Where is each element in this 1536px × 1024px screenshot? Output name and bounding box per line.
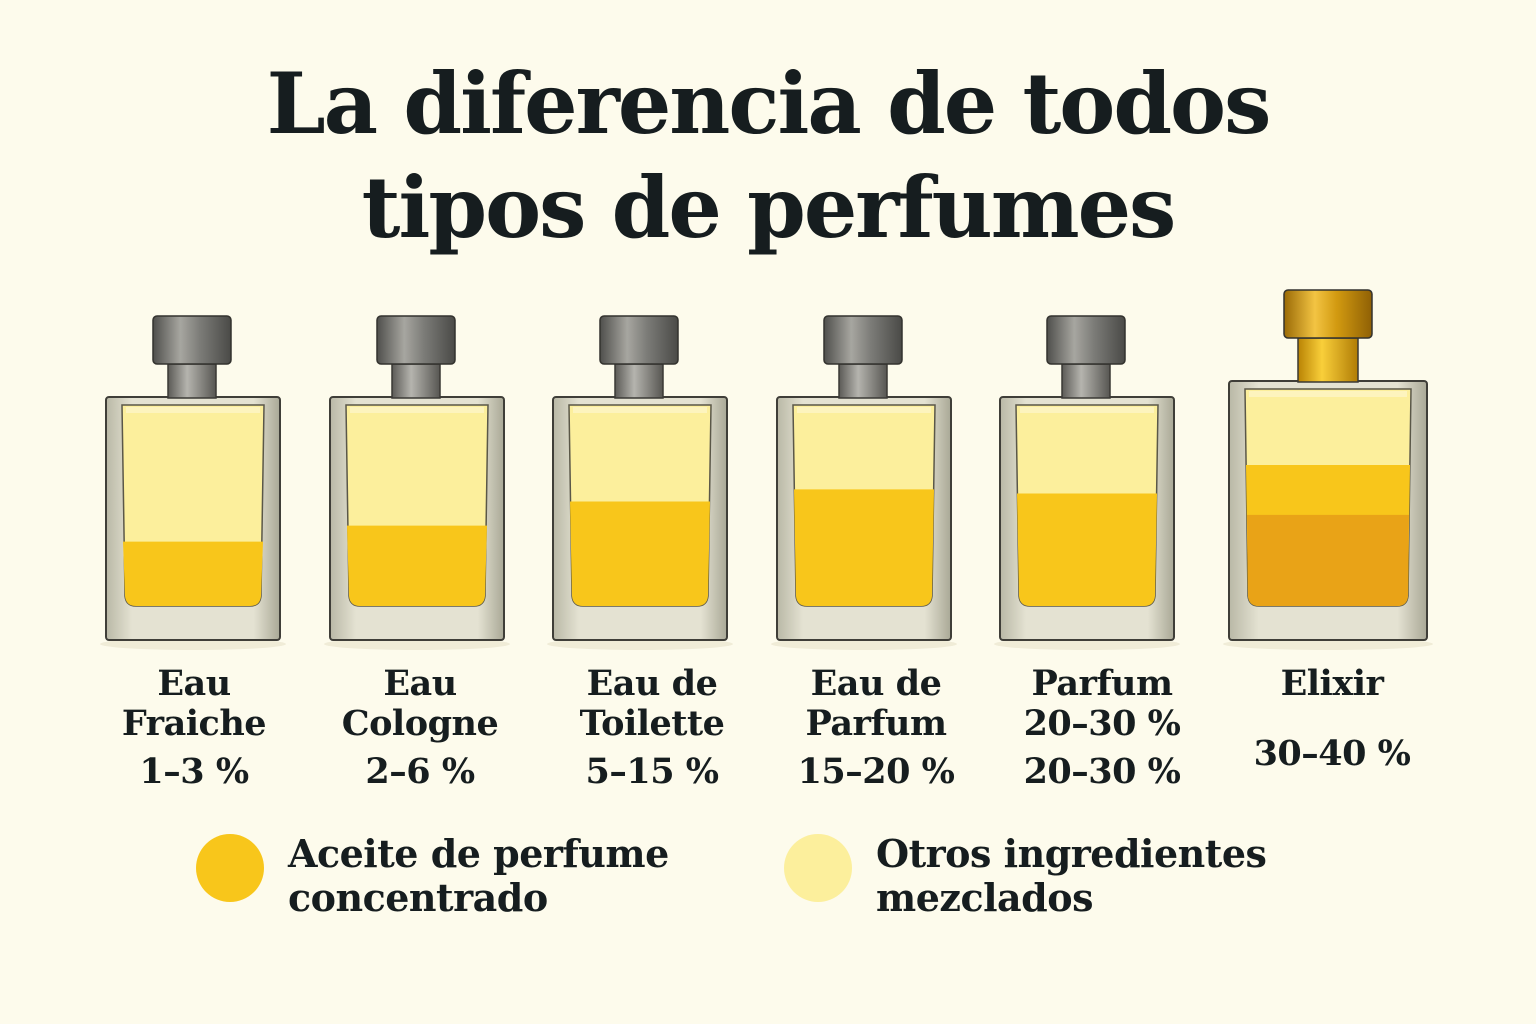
glass-highlight xyxy=(573,407,707,413)
bottle-label-6: Elixir 30–40 % xyxy=(1212,664,1452,774)
bottle-cap xyxy=(599,315,679,365)
legend-label-concentrated: Aceite de perfume concentrado xyxy=(288,831,669,920)
bottle-name-line: Parfum xyxy=(1031,663,1173,704)
title-line-2: tipos de perfumes xyxy=(361,158,1177,257)
bottle-name-line: Parfum xyxy=(805,703,947,744)
bottle-name-line: Elixir xyxy=(1280,663,1384,704)
bottle-name-line: Toilette xyxy=(579,703,725,744)
bottle-label-1: Eau Fraiche 1–3 % xyxy=(74,664,314,792)
legend-label-other: Otros ingredientes mezclados xyxy=(876,831,1267,920)
page-title: La diferencia de todos tipos de perfumes xyxy=(0,52,1536,260)
liquid-deep xyxy=(1247,514,1409,606)
glass-highlight xyxy=(1249,391,1407,397)
bottle-percentage: 20–30 % xyxy=(1023,751,1181,792)
legend-swatch-other xyxy=(784,834,852,902)
bottle-neck xyxy=(1061,363,1111,399)
bottle-3 xyxy=(547,315,733,650)
bottle-4 xyxy=(771,315,957,650)
bottle-label-4: Eau de Parfum 15–20 % xyxy=(756,664,996,792)
bottle-cap xyxy=(1046,315,1126,365)
bottle-name-line: Cologne xyxy=(341,703,499,744)
liquid-concentrated xyxy=(1017,493,1157,606)
bottle-2 xyxy=(324,315,510,650)
bottle-percentage: 2–6 % xyxy=(365,751,475,792)
glass-highlight xyxy=(126,407,260,413)
glass-highlight xyxy=(797,407,931,413)
bottle-name-line: 20–30 % xyxy=(1023,703,1181,744)
bottle-5 xyxy=(994,315,1180,650)
bottle-neck xyxy=(1297,337,1359,383)
title-line-1: La diferencia de todos xyxy=(266,54,1272,153)
bottle-1 xyxy=(100,315,286,650)
bottle-name-line: Eau xyxy=(157,663,231,704)
bottle-percentage: 30–40 % xyxy=(1253,733,1411,774)
bottle-percentage: 5–15 % xyxy=(585,751,719,792)
bottle-neck xyxy=(391,363,441,399)
glass-highlight xyxy=(1020,407,1154,413)
liquid-concentrated xyxy=(123,541,263,606)
legend-swatch-concentrated xyxy=(196,834,264,902)
bottle-6 xyxy=(1223,289,1433,650)
bottle-neck xyxy=(614,363,664,399)
glass-highlight xyxy=(350,407,484,413)
liquid-concentrated xyxy=(794,489,934,606)
bottle-name-line: Eau de xyxy=(810,663,942,704)
bottle-neck xyxy=(838,363,888,399)
bottle-cap xyxy=(376,315,456,365)
bottle-label-3: Eau de Toilette 5–15 % xyxy=(532,664,772,792)
bottle-name-line: Eau de xyxy=(586,663,718,704)
bottle-label-2: Eau Cologne 2–6 % xyxy=(300,664,540,792)
bottle-percentage: 15–20 % xyxy=(797,751,955,792)
bottle-name-line: Eau xyxy=(383,663,457,704)
bottle-neck xyxy=(167,363,217,399)
bottle-cap xyxy=(152,315,232,365)
bottle-label-5: Parfum 20–30 % 20–30 % xyxy=(982,664,1222,792)
bottle-percentage: 1–3 % xyxy=(139,751,249,792)
liquid-concentrated xyxy=(347,525,487,606)
liquid-concentrated xyxy=(570,501,710,606)
bottle-cap xyxy=(1283,289,1373,339)
bottle-name-line: Fraiche xyxy=(121,703,267,744)
bottle-cap xyxy=(823,315,903,365)
